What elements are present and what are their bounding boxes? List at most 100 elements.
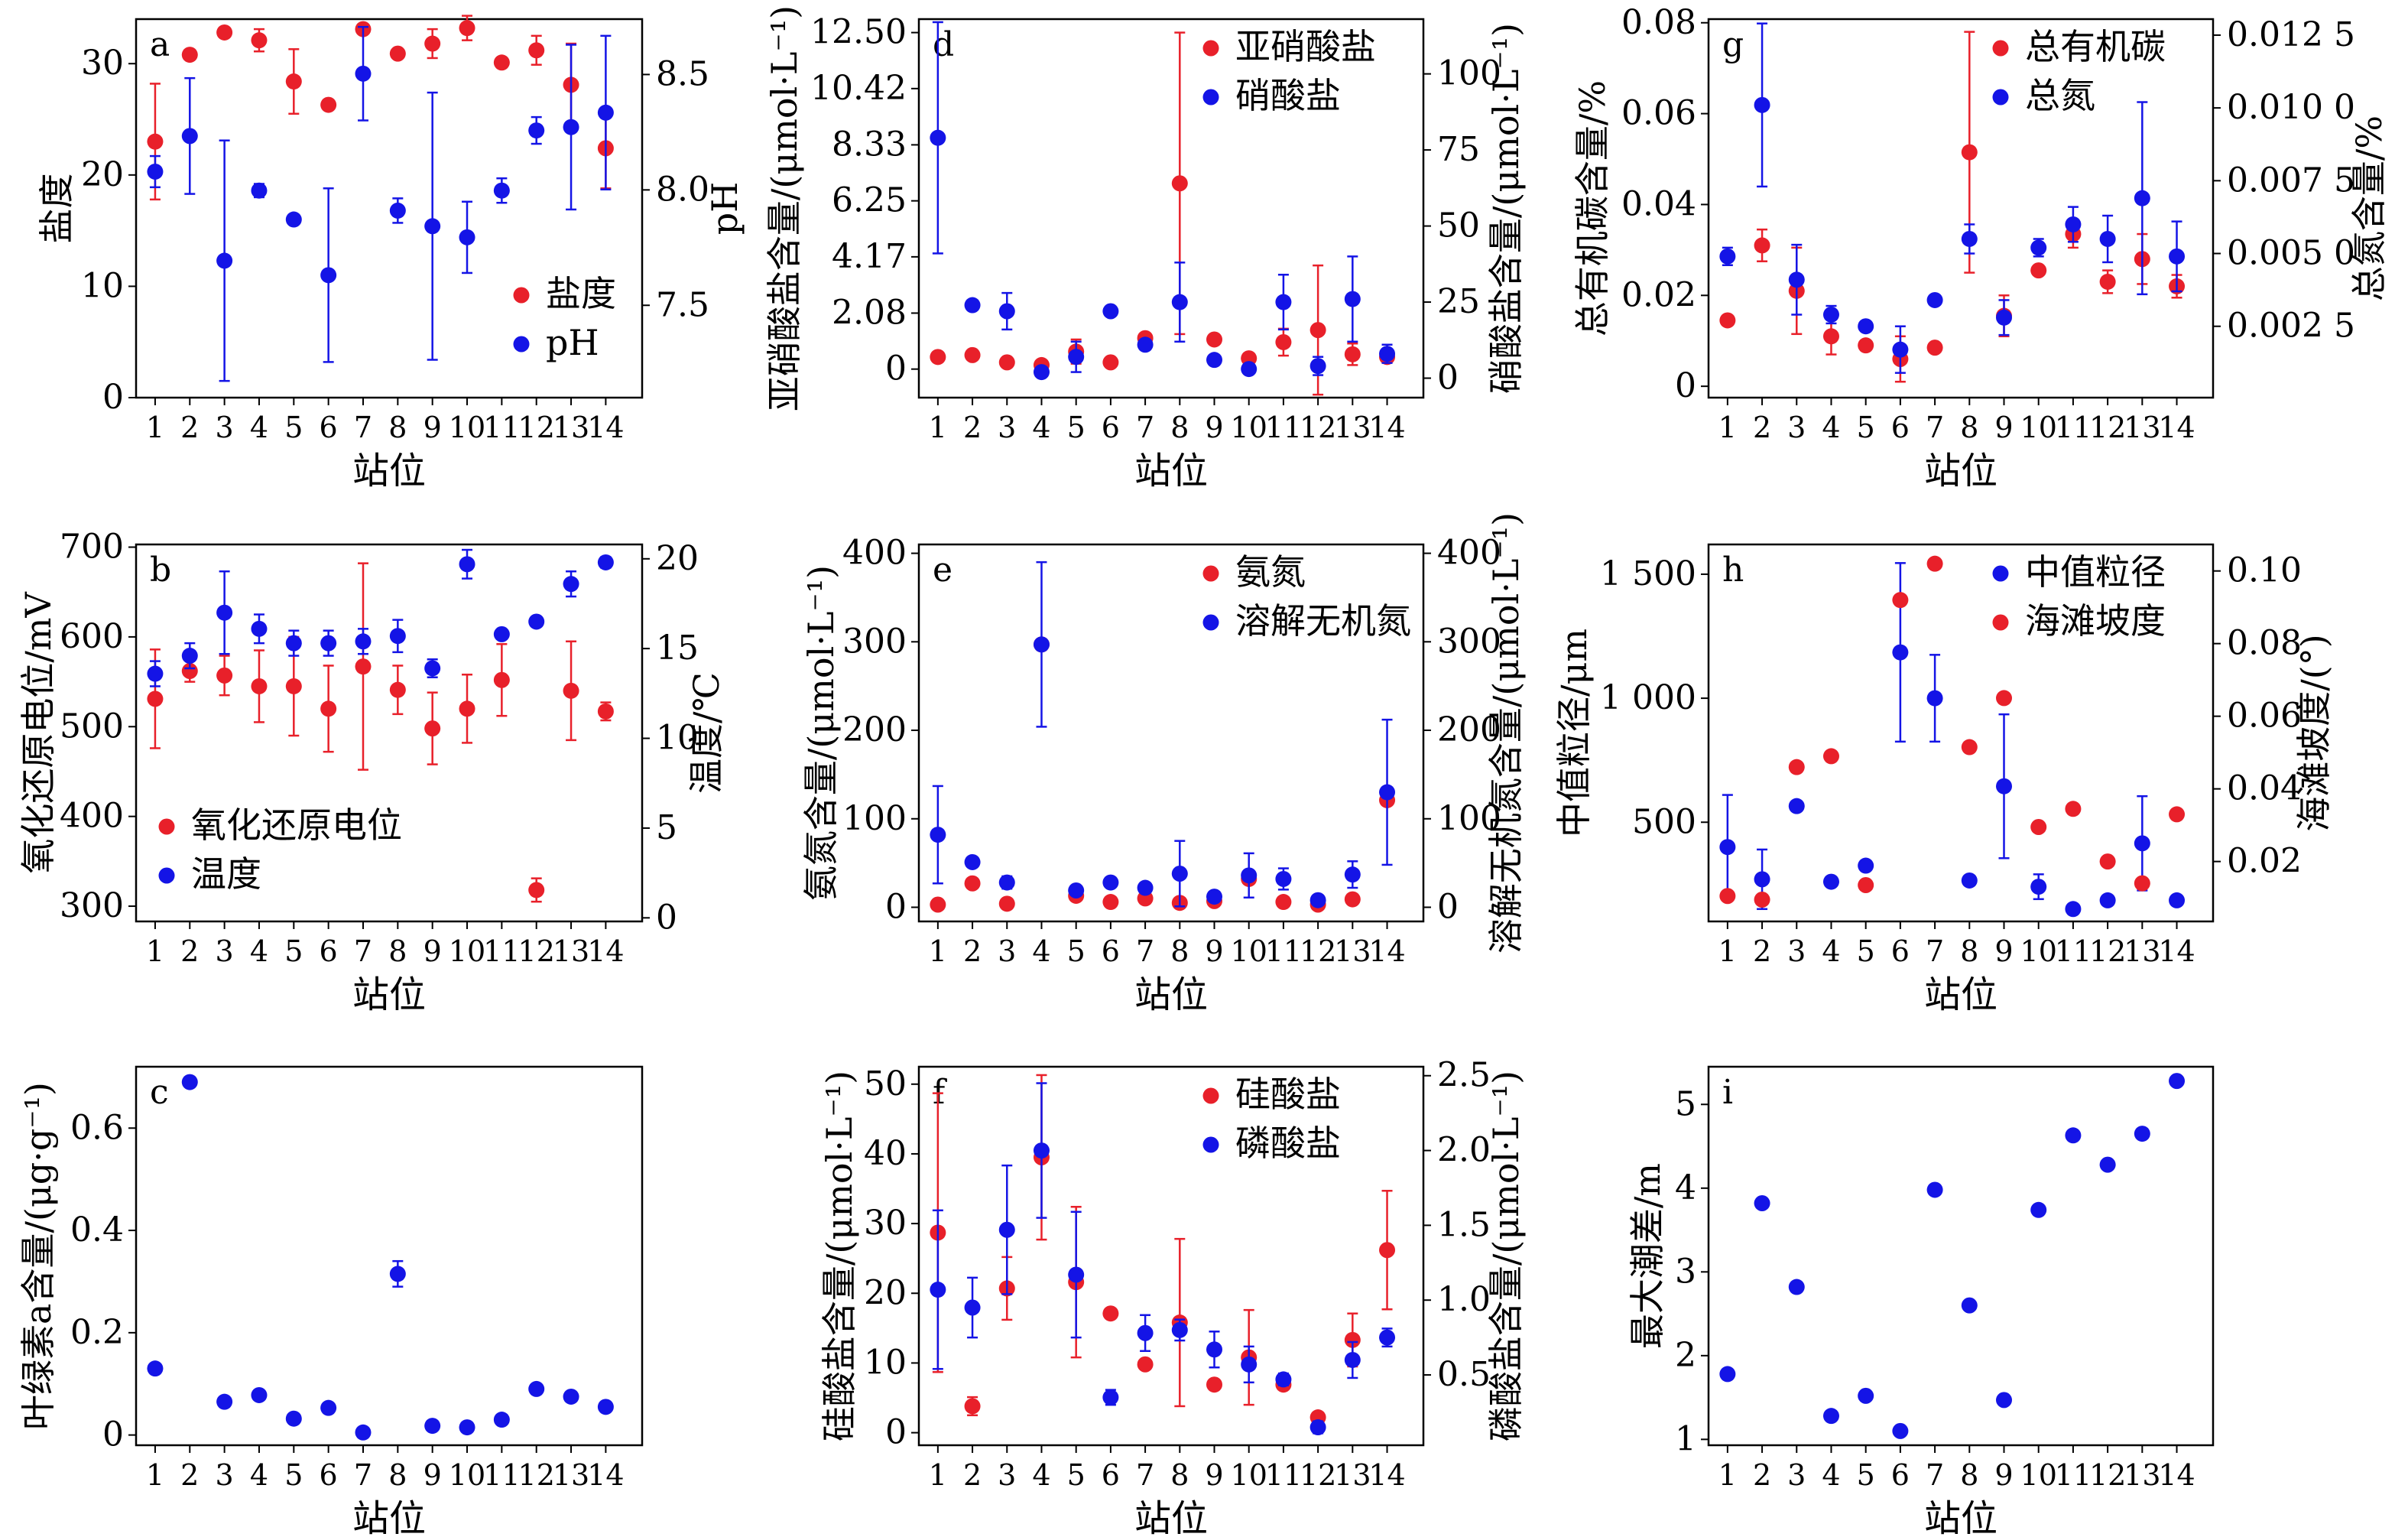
data-point [1171, 1321, 1188, 1338]
x-tick-label: 10 [449, 411, 485, 444]
series-values [1719, 1073, 2186, 1439]
y-right-tick-label: 200 [1437, 710, 1501, 749]
x-tick-label: 2 [180, 934, 199, 968]
data-point [147, 133, 164, 150]
data-point [1033, 636, 1050, 653]
y-right-tick-label: 10 [656, 719, 699, 758]
x-tick-label: 12 [1300, 411, 1336, 444]
data-point [424, 218, 441, 235]
x-tick-label: 4 [250, 934, 268, 968]
data-point [1379, 346, 1396, 362]
y-right-tick-label: 0.06 [2227, 697, 2302, 736]
y-left-label: 盐度 [36, 174, 77, 244]
data-point [1102, 1389, 1119, 1405]
y-left-tick-label: 0.04 [1621, 184, 1696, 223]
data-point [355, 658, 372, 675]
panel-letter: c [150, 1073, 169, 1112]
y-left-tick-label: 500 [1632, 802, 1696, 841]
data-point [2169, 1073, 2186, 1090]
data-point [998, 303, 1015, 320]
x-tick-label: 14 [587, 411, 624, 444]
data-point [424, 660, 441, 677]
x-tick-label: 7 [1136, 1458, 1154, 1492]
y-left-tick-label: 20 [864, 1273, 907, 1312]
data-point [424, 35, 441, 52]
y-left-tick-label: 400 [60, 797, 124, 836]
y-right-tick-label: 1.0 [1437, 1280, 1491, 1319]
data-point [216, 252, 233, 269]
series-总氮 [1719, 22, 2186, 374]
series-海滩坡度 [1719, 555, 2186, 908]
x-tick-label: 5 [1067, 934, 1086, 968]
data-point [251, 1386, 268, 1403]
data-point [964, 853, 981, 870]
data-point [998, 354, 1015, 371]
x-tick-label: 14 [2158, 411, 2195, 444]
x-tick-label: 7 [354, 934, 372, 968]
legend-marker [1992, 40, 2009, 57]
legend-marker [1202, 40, 1219, 57]
x-tick-label: 10 [1231, 934, 1267, 968]
x-tick-label: 1 [146, 1458, 164, 1492]
x-tick-label: 11 [1265, 411, 1302, 444]
y-left-tick-label: 30 [81, 44, 124, 83]
x-tick-label: 9 [424, 411, 442, 444]
data-point [320, 1399, 337, 1416]
data-point [1788, 1279, 1805, 1295]
data-point [1754, 892, 1770, 908]
data-point [2099, 853, 2116, 870]
y-right-tick-label: 8.0 [656, 170, 709, 209]
data-point [1379, 784, 1396, 801]
data-point [1788, 759, 1805, 775]
data-point [1102, 303, 1119, 320]
plot-frame [1707, 18, 2215, 399]
data-point [1961, 739, 1978, 756]
x-tick-label: 9 [1994, 934, 2013, 968]
x-tick-label: 1 [929, 1458, 947, 1492]
data-point [1309, 358, 1326, 375]
x-tick-label: 11 [2055, 934, 2092, 968]
x-tick-label: 9 [424, 934, 442, 968]
panel-d: 1 2 3 4 5 6 7 8 9 1011121314站位02.084.176.258.3310… [764, 5, 1527, 492]
x-tick-label: 5 [284, 934, 303, 968]
data-point [181, 47, 198, 63]
data-point [2030, 879, 2047, 895]
x-tick-label: 14 [1368, 1458, 1405, 1492]
x-tick-label: 4 [1032, 411, 1050, 444]
y-left-label: 叶绿素a含量/(μg·g⁻¹) [18, 1082, 59, 1430]
x-tick-label: 2 [1753, 1458, 1771, 1492]
data-point [1961, 230, 1978, 247]
x-tick-label: 8 [1960, 1458, 1978, 1492]
data-point [389, 681, 406, 698]
y-left-tick-label: 10 [81, 266, 124, 305]
legend-marker [1202, 1087, 1219, 1104]
data-point [1137, 336, 1154, 353]
data-point [1926, 1181, 1943, 1198]
x-tick-label: 10 [449, 1458, 485, 1492]
data-point [2099, 230, 2116, 247]
x-tick-label: 7 [354, 411, 372, 444]
legend-label: 溶解无机氮 [1235, 600, 1411, 642]
panel-c: 1 2 3 4 5 6 7 8 9 1011121314站位00.20.40.6叶绿素a含量/(μ… [18, 1065, 644, 1537]
x-tick-label: 10 [1231, 1458, 1267, 1492]
data-point [597, 104, 614, 121]
y-right-tick-label: 1.5 [1437, 1205, 1491, 1244]
legend-label: 氧化还原电位 [191, 804, 402, 846]
x-tick-label: 10 [1231, 411, 1267, 444]
data-point [1241, 361, 1258, 378]
data-point [528, 1380, 545, 1397]
data-point [930, 129, 946, 146]
data-point [459, 229, 475, 245]
data-point [1171, 866, 1188, 882]
data-point [1926, 291, 1943, 308]
data-point [1822, 748, 1839, 765]
plot-frame [135, 1065, 644, 1447]
x-tick-label: 1 [929, 411, 947, 444]
y-right-tick-label: 2.0 [1437, 1131, 1491, 1170]
data-point [1858, 857, 1874, 874]
x-tick-label: 9 [1205, 411, 1223, 444]
x-tick-label: 12 [1300, 1458, 1336, 1492]
